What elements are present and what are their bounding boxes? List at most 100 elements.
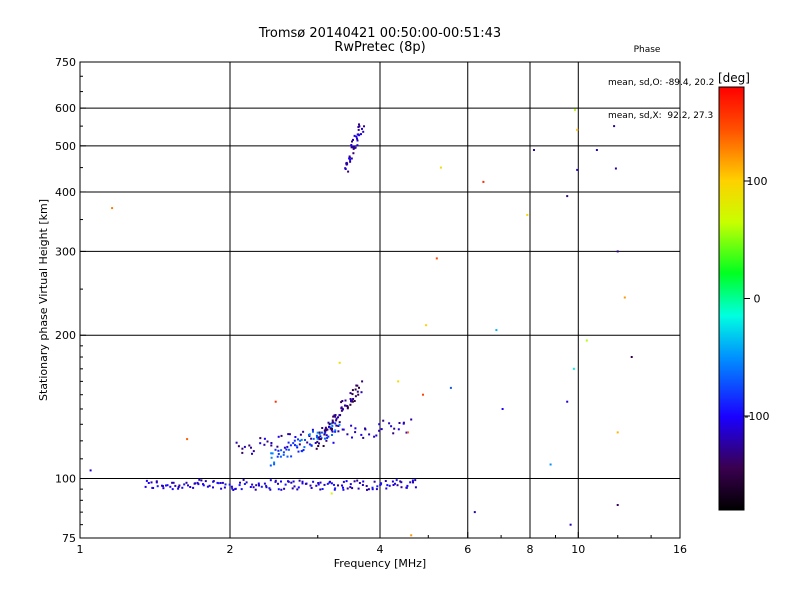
data-point <box>145 479 148 482</box>
data-point <box>341 484 343 487</box>
data-point <box>414 486 417 489</box>
data-point <box>330 492 333 495</box>
data-point <box>259 442 262 445</box>
data-point <box>357 128 360 131</box>
data-point <box>283 487 286 490</box>
data-point <box>348 157 351 160</box>
data-point <box>268 487 271 490</box>
data-point <box>344 399 347 402</box>
data-point <box>326 428 329 431</box>
data-point <box>318 431 321 434</box>
y-tick-label: 75 <box>62 532 76 545</box>
grid <box>80 62 680 538</box>
data-point <box>297 450 300 453</box>
data-point <box>331 424 334 427</box>
data-point <box>382 419 385 422</box>
data-point <box>326 437 329 439</box>
data-point <box>331 421 334 424</box>
data-point <box>287 448 290 451</box>
data-point <box>388 422 391 425</box>
data-point <box>276 445 279 448</box>
data-points <box>89 108 633 537</box>
data-point <box>351 389 354 392</box>
data-point <box>300 450 303 452</box>
data-point <box>332 415 335 418</box>
data-point <box>364 428 367 431</box>
data-point <box>354 388 357 391</box>
data-point <box>312 480 315 483</box>
data-point <box>269 464 272 467</box>
data-point <box>357 126 360 128</box>
data-point <box>315 484 318 487</box>
colorbar-ticks: 100 0 -100 <box>744 175 769 423</box>
data-point <box>330 482 333 485</box>
data-point <box>346 433 349 436</box>
data-point <box>208 484 211 487</box>
data-point <box>335 424 338 427</box>
data-point <box>299 439 302 442</box>
data-point <box>367 488 370 491</box>
data-point <box>329 427 332 430</box>
data-point <box>194 482 197 485</box>
data-point <box>334 487 337 490</box>
data-point <box>165 484 167 487</box>
data-point <box>317 483 320 486</box>
data-point <box>350 400 352 402</box>
x-tick-label: 6 <box>464 543 471 556</box>
data-point <box>151 486 154 489</box>
data-point <box>297 438 299 441</box>
data-point <box>265 486 268 489</box>
data-point <box>373 435 376 438</box>
data-point <box>613 125 616 128</box>
data-point <box>349 398 352 400</box>
data-point <box>346 406 349 409</box>
data-point <box>379 483 382 486</box>
data-point <box>585 339 588 342</box>
data-point <box>362 130 365 133</box>
y-tick-label: 200 <box>55 329 76 342</box>
data-point <box>350 157 353 160</box>
data-point <box>334 414 337 416</box>
data-point <box>354 427 357 430</box>
data-point <box>338 423 341 426</box>
data-point <box>293 485 296 488</box>
y-tick-label: 300 <box>55 245 76 258</box>
data-point <box>327 435 330 438</box>
data-point <box>323 433 326 436</box>
data-point <box>296 446 299 449</box>
data-point <box>326 482 329 485</box>
data-point <box>386 484 389 487</box>
data-point <box>414 479 417 482</box>
data-point <box>270 456 273 459</box>
data-point <box>274 400 277 403</box>
data-point <box>318 433 321 435</box>
data-point <box>221 481 224 484</box>
data-point <box>398 422 401 424</box>
data-point <box>174 484 177 487</box>
data-point <box>177 486 180 488</box>
data-point <box>314 442 317 444</box>
data-point <box>232 489 235 491</box>
phase-colorbar: [deg] 100 0 -100 <box>718 71 769 511</box>
data-point <box>335 419 338 422</box>
data-point <box>410 534 413 537</box>
data-point <box>380 428 383 431</box>
data-point <box>239 481 241 484</box>
data-point <box>171 481 174 484</box>
data-point <box>324 426 327 429</box>
data-point <box>378 429 381 432</box>
x-tick-label: 8 <box>527 543 534 556</box>
data-point <box>572 367 575 370</box>
data-point <box>319 488 322 491</box>
data-point <box>425 324 428 327</box>
data-point <box>378 423 381 426</box>
data-point <box>406 484 409 487</box>
data-point <box>304 482 307 485</box>
data-point <box>399 480 402 483</box>
data-point <box>260 485 263 488</box>
data-point <box>282 451 285 454</box>
data-point <box>252 450 255 453</box>
data-point <box>212 486 214 489</box>
chart-title: Tromsø 20140421 00:50:00-00:51:43 <box>258 26 502 41</box>
data-point <box>501 408 504 410</box>
